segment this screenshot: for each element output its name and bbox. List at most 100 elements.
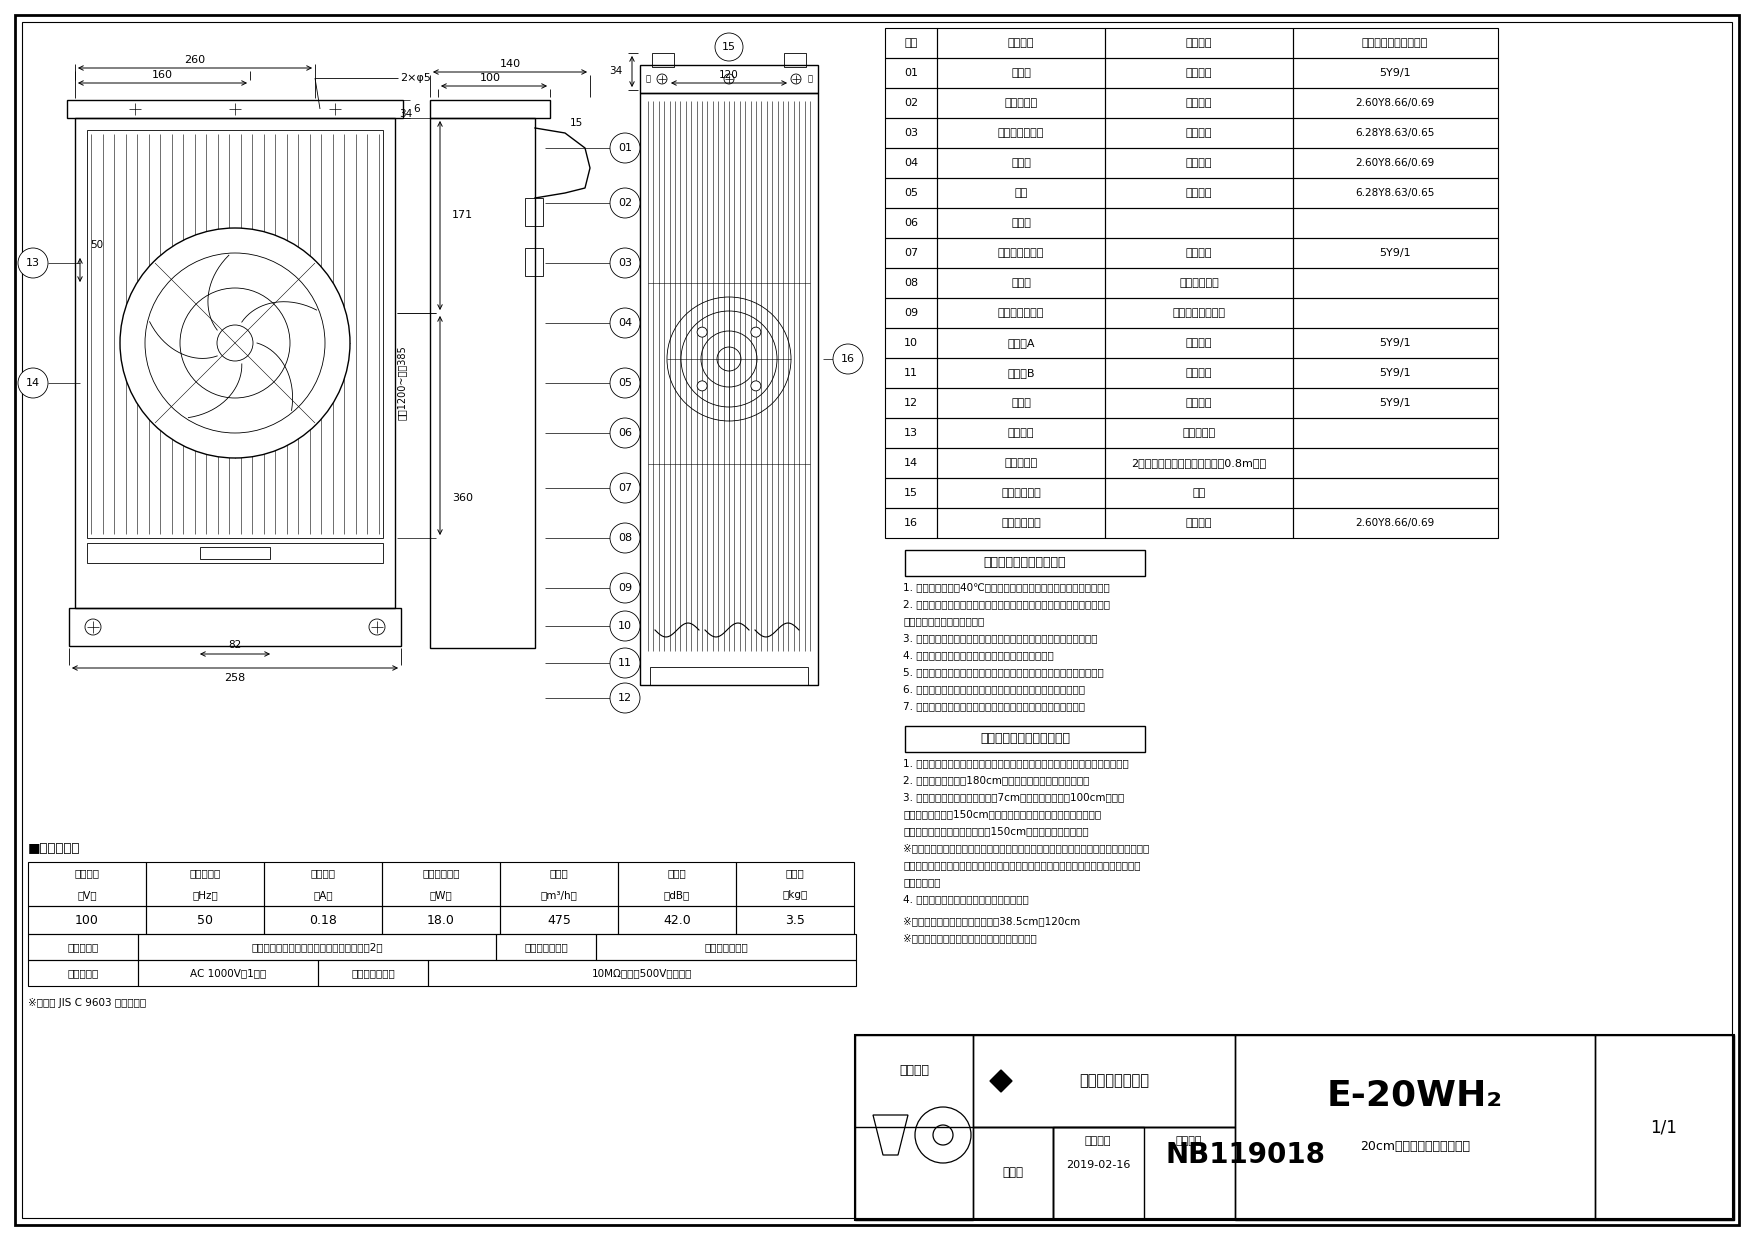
- Text: 1/1: 1/1: [1651, 1118, 1677, 1136]
- Circle shape: [610, 368, 640, 398]
- Text: 50: 50: [196, 914, 212, 926]
- Text: 04: 04: [903, 157, 917, 167]
- Text: サッシ: サッシ: [1010, 278, 1031, 288]
- Bar: [973, 1035, 1235, 1127]
- Text: アルミニウム: アルミニウム: [1179, 278, 1219, 288]
- Bar: [937, 58, 1105, 88]
- Bar: [382, 862, 500, 906]
- Text: 取付枚: 取付枚: [1010, 68, 1031, 78]
- Bar: [1052, 1127, 1235, 1219]
- Text: 風　量: 風 量: [549, 868, 568, 878]
- Bar: [146, 906, 265, 934]
- Bar: [75, 118, 395, 608]
- Text: 10MΩ以上（500Vメガー）: 10MΩ以上（500Vメガー）: [591, 968, 693, 978]
- Text: 品番: 品番: [905, 38, 917, 48]
- Bar: [937, 508, 1105, 538]
- Bar: [886, 477, 937, 508]
- Bar: [937, 477, 1105, 508]
- Bar: [1105, 448, 1293, 477]
- Bar: [617, 906, 737, 934]
- Text: 5Y9/1: 5Y9/1: [1379, 339, 1410, 348]
- Bar: [1105, 418, 1293, 448]
- Circle shape: [751, 327, 761, 337]
- Text: 6. 可燃性・燃焦性ガスのある場所には取付けないでください。: 6. 可燃性・燃焦性ガスのある場所には取付けないでください。: [903, 684, 1086, 694]
- Bar: [937, 88, 1105, 118]
- Text: 6: 6: [412, 104, 419, 114]
- Text: 合成樹脈: 合成樹脈: [1186, 68, 1212, 78]
- Text: 3.5: 3.5: [786, 914, 805, 926]
- Text: 02: 02: [617, 198, 631, 208]
- Bar: [1293, 179, 1498, 208]
- Text: 120: 120: [719, 69, 738, 81]
- Text: AC 1000V　1分間: AC 1000V 1分間: [189, 968, 267, 978]
- Text: 15: 15: [903, 489, 917, 498]
- Text: 3. 洗面所、浴室など湿気の多いところには取付けないでください。: 3. 洗面所、浴室など湿気の多いところには取付けないでください。: [903, 632, 1098, 644]
- Text: 設置場所に関するご注意: 設置場所に関するご注意: [984, 557, 1066, 569]
- Circle shape: [696, 327, 707, 337]
- Bar: [886, 268, 937, 298]
- Text: 16: 16: [840, 353, 854, 365]
- Bar: [1293, 388, 1498, 418]
- Text: 整理番号: 整理番号: [1175, 1136, 1201, 1146]
- Text: 材　　質: 材 質: [1186, 38, 1212, 48]
- Text: 140: 140: [500, 60, 521, 69]
- Text: 耗　電　圧: 耗 電 圧: [67, 968, 98, 978]
- Text: 13: 13: [903, 428, 917, 438]
- Bar: [265, 862, 382, 906]
- Text: 引きひも: 引きひも: [1009, 428, 1035, 438]
- Text: 34: 34: [398, 109, 412, 119]
- Bar: [265, 906, 382, 934]
- Text: 電動機形式: 電動機形式: [67, 942, 98, 952]
- Bar: [1293, 358, 1498, 388]
- Text: 合成樹脈: 合成樹脈: [1186, 157, 1212, 167]
- Text: 合成樹脈: 合成樹脈: [1186, 398, 1212, 408]
- Text: 2×φ5: 2×φ5: [400, 73, 431, 83]
- Circle shape: [696, 381, 707, 391]
- Text: 82: 82: [228, 640, 242, 650]
- Bar: [88, 130, 382, 538]
- Bar: [1293, 298, 1498, 329]
- Text: 三菱電機株式会社: 三菱電機株式会社: [1079, 1074, 1149, 1089]
- Text: 合成樹脈: 合成樹脈: [1186, 368, 1212, 378]
- Text: 図: 図: [645, 74, 651, 83]
- Text: 2. 直接炎のあたるおそれのある場所や、油焰・有機溶剤のある場所には: 2. 直接炎のあたるおそれのある場所や、油焰・有機溶剤のある場所には: [903, 599, 1110, 609]
- Text: 2. 本体下面が床から180cmのところに取付けてください。: 2. 本体下面が床から180cmのところに取付けてください。: [903, 775, 1089, 785]
- Bar: [886, 508, 937, 538]
- Circle shape: [84, 619, 102, 635]
- Text: 1. 施工および電気工事は安全上必ず各地の工事出工診断書に従ってください。: 1. 施工および電気工事は安全上必ず各地の工事出工診断書に従ってください。: [903, 758, 1130, 768]
- Text: 03: 03: [903, 128, 917, 138]
- Text: バックガード: バックガード: [1002, 518, 1040, 528]
- Circle shape: [610, 133, 640, 162]
- Text: 2芯平形ビニルコード有効長　0.8m以上: 2芯平形ビニルコード有効長 0.8m以上: [1131, 458, 1266, 467]
- Bar: [1105, 508, 1293, 538]
- Bar: [146, 862, 265, 906]
- Bar: [1105, 268, 1293, 298]
- Bar: [1105, 208, 1293, 238]
- Bar: [1105, 118, 1293, 148]
- Bar: [1293, 508, 1498, 538]
- Bar: [937, 179, 1105, 208]
- Text: パネルA: パネルA: [1007, 339, 1035, 348]
- Text: 定格電流: 定格電流: [310, 868, 335, 878]
- Text: NB119018: NB119018: [1165, 1141, 1324, 1169]
- Text: 取付板: 取付板: [1010, 398, 1031, 408]
- Text: アルミダイカスト: アルミダイカスト: [1172, 308, 1226, 317]
- Text: 08: 08: [903, 278, 917, 288]
- Text: 合成樹脈: 合成樹脈: [1186, 128, 1212, 138]
- Text: 12: 12: [903, 398, 917, 408]
- Bar: [886, 358, 937, 388]
- Bar: [937, 358, 1105, 388]
- Bar: [886, 388, 937, 418]
- Text: サッシ固定ネジ: サッシ固定ネジ: [998, 248, 1044, 258]
- Bar: [1105, 358, 1293, 388]
- Text: ポリアミド: ポリアミド: [1182, 428, 1216, 438]
- Bar: [784, 53, 807, 67]
- Bar: [1105, 179, 1293, 208]
- Bar: [886, 148, 937, 179]
- Text: 鉱板: 鉱板: [1193, 489, 1205, 498]
- Text: 09: 09: [903, 308, 917, 317]
- Text: 絶　縁　抗　抗: 絶 縁 抗 抗: [351, 968, 395, 978]
- Text: 品　　名: 品 名: [1009, 38, 1035, 48]
- Text: シャッターなし: シャッターなし: [703, 942, 747, 952]
- Text: コンデンサー永久分相形単相誘導電動機　2極: コンデンサー永久分相形単相誘導電動機 2極: [251, 942, 382, 952]
